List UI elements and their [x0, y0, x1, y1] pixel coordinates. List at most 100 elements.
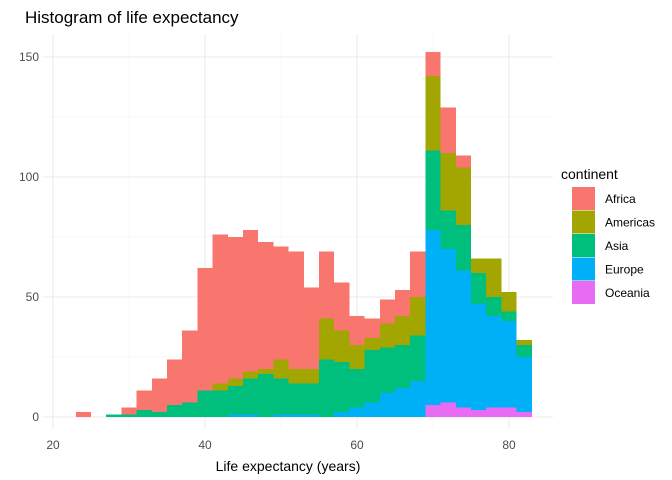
histogram-bar: [288, 251, 304, 369]
histogram-bar: [440, 249, 456, 403]
histogram-bar: [212, 383, 228, 391]
histogram-bar: [288, 369, 304, 384]
y-tick-label: 100: [19, 170, 39, 184]
histogram-bar: [455, 407, 471, 417]
histogram-bar: [227, 385, 243, 415]
histogram-bar: [471, 304, 487, 410]
x-axis-ticks: 20 40 60 80: [46, 438, 516, 452]
histogram-bar: [379, 299, 395, 324]
histogram-bar: [364, 337, 380, 350]
histogram-bar: [486, 258, 502, 297]
histogram-bar: [258, 373, 274, 417]
histogram-bar: [197, 268, 213, 391]
legend-label: Oceania: [605, 286, 650, 300]
histogram-bar: [425, 52, 441, 77]
histogram-bar: [349, 316, 365, 345]
legend-key: [572, 187, 595, 210]
histogram-bar: [273, 246, 289, 360]
histogram-bar: [395, 289, 411, 317]
histogram-bar: [364, 349, 380, 403]
legend-label: Europe: [605, 263, 644, 277]
histogram-bar: [410, 297, 426, 336]
histogram-bar: [471, 409, 487, 417]
histogram-bar: [182, 330, 198, 403]
histogram-bar: [410, 335, 426, 381]
x-axis-title: Life expectancy (years): [216, 458, 361, 474]
histogram-bar: [303, 369, 319, 384]
histogram-bar: [303, 414, 319, 417]
histogram-bar: [455, 270, 471, 408]
histogram-bar: [243, 371, 259, 379]
y-tick-label: 0: [32, 410, 39, 424]
histogram-bar: [227, 237, 243, 379]
histogram-bar: [501, 407, 517, 417]
histogram-bar: [319, 318, 335, 360]
histogram-bar: [364, 318, 380, 338]
x-tick-label: 80: [502, 438, 516, 452]
histogram-bar: [486, 316, 502, 408]
legend: continent Africa Americas Asia Europe Oceani…: [561, 166, 655, 304]
histogram-bar: [334, 330, 350, 362]
histogram-bar: [425, 76, 441, 151]
legend-label: Asia: [605, 239, 629, 253]
bars: [75, 52, 532, 417]
histogram-bar: [136, 409, 152, 417]
histogram-bar: [440, 107, 456, 153]
histogram-bar: [182, 402, 198, 417]
histogram-bar: [197, 390, 213, 417]
x-tick-label: 40: [198, 438, 212, 452]
histogram-bar: [455, 225, 471, 271]
histogram-bar: [167, 359, 183, 405]
histogram-bar: [273, 359, 289, 379]
histogram-bar: [75, 412, 91, 417]
histogram-bar: [440, 402, 456, 417]
histogram-bar: [334, 361, 350, 413]
histogram-bar: [516, 357, 532, 413]
histogram-bar: [288, 414, 304, 417]
histogram-bar: [243, 378, 259, 415]
histogram-bar: [227, 414, 243, 417]
histogram-bar: [273, 414, 289, 417]
histogram-bar: [425, 150, 441, 230]
histogram-bar: [440, 210, 456, 249]
histogram-bar: [379, 347, 395, 393]
legend-key: [572, 257, 595, 281]
y-axis-ticks: 0 50 100 150: [19, 50, 39, 424]
histogram-bar: [349, 407, 365, 417]
histogram-bar: [501, 321, 517, 408]
x-tick-label: 20: [46, 438, 60, 452]
histogram-bar: [136, 390, 152, 410]
histogram-bar: [425, 405, 441, 417]
legend-title: continent: [561, 166, 618, 182]
legend-key: [572, 234, 595, 257]
histogram-bar: [243, 414, 259, 417]
histogram-bar: [395, 316, 411, 345]
histogram-bar: [471, 258, 487, 273]
y-tick-label: 50: [26, 290, 40, 304]
histogram-bar: [319, 251, 335, 319]
histogram-bar: [486, 297, 502, 317]
legend-label: Africa: [605, 192, 636, 206]
histogram-bar: [227, 378, 243, 386]
histogram-bar: [516, 345, 532, 357]
histogram-bar: [212, 234, 228, 384]
histogram-bar: [349, 345, 365, 369]
histogram-bar: [334, 412, 350, 417]
histogram-bar: [501, 311, 517, 321]
histogram-bar: [151, 412, 167, 417]
histogram-bar: [364, 402, 380, 417]
histogram-bar: [243, 229, 259, 372]
histogram-bar: [486, 407, 502, 417]
histogram-bar: [395, 345, 411, 389]
histogram-bar: [440, 153, 456, 211]
histogram-bar: [471, 273, 487, 305]
y-tick-label: 150: [19, 50, 39, 64]
histogram-bar: [516, 412, 532, 417]
histogram-bar: [349, 369, 365, 408]
histogram-bar: [258, 241, 274, 369]
histogram-bar: [303, 287, 319, 369]
histogram-bar: [395, 388, 411, 417]
histogram-bar: [288, 383, 304, 415]
histogram-bar: [410, 251, 426, 297]
legend-key: [572, 281, 595, 304]
